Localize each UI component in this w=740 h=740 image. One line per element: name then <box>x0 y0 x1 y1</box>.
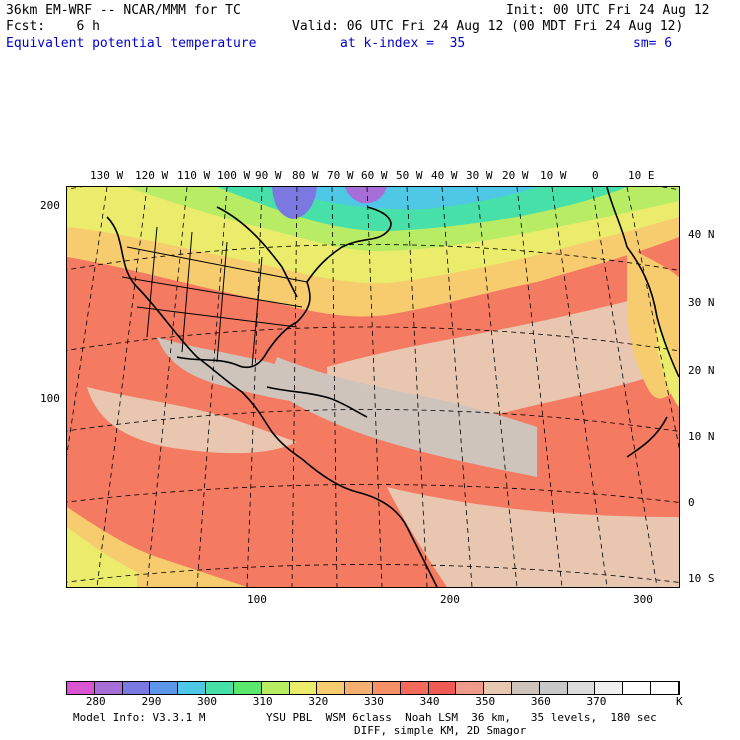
model-title: 36km EM-WRF -- NCAR/MMM for TC <box>6 3 241 18</box>
lat-label: 10 S <box>688 572 715 585</box>
colorbar-label: 360 <box>530 695 551 708</box>
colorbar-swatch <box>317 682 346 694</box>
coast-pacific-americas <box>106 216 303 460</box>
state-borders <box>121 226 308 368</box>
colorbar-swatch <box>233 682 262 694</box>
colorbar-label: 320 <box>308 695 329 708</box>
colorbar-swatch <box>67 682 95 694</box>
colorbar-label: 350 <box>475 695 496 708</box>
colorbar-swatch <box>595 682 624 694</box>
colorbar <box>66 681 680 695</box>
colorbar-label: 310 <box>252 695 273 708</box>
lon-label: 90 W <box>255 169 282 182</box>
colorbar-swatch <box>122 682 151 694</box>
colorbar-swatch <box>623 682 652 694</box>
coast-great-lakes <box>216 206 298 298</box>
colorbar-swatch <box>400 682 429 694</box>
model-info: Model Info: V3.3.1 M <box>73 711 206 724</box>
colorbar-swatch <box>539 682 568 694</box>
colorbar-swatch <box>456 682 485 694</box>
lon-label: 0 <box>592 169 599 182</box>
coast-europe-africa <box>626 246 679 378</box>
lat-label: 0 <box>688 496 695 509</box>
coast-uk <box>606 187 628 248</box>
valid-time: Valid: 06 UTC Fri 24 Aug 12 (00 MDT Fri … <box>292 19 684 34</box>
field-band-288 <box>345 187 387 204</box>
colorbar-swatch <box>94 682 123 694</box>
bottom-axis-label-300: 300 <box>633 593 653 606</box>
field-name: Equivalent potential temperature <box>6 36 257 51</box>
lon-label: 110 W <box>177 169 211 182</box>
bottom-axis-label-100: 100 <box>247 593 267 606</box>
lon-label: 100 W <box>217 169 251 182</box>
lon-label: 70 W <box>327 169 354 182</box>
graticule <box>67 187 679 587</box>
map-canvas <box>67 187 679 587</box>
field-gulf-mexico <box>157 337 337 404</box>
lon-label: 130 W <box>90 169 124 182</box>
colorbar-swatch <box>512 682 540 694</box>
field-sahara <box>657 317 679 407</box>
lon-label: 80 W <box>292 169 319 182</box>
colorbar-swatch <box>567 682 596 694</box>
colorbar-label: 290 <box>141 695 162 708</box>
lon-label: 120 W <box>135 169 169 182</box>
smoothing-label: sm= 6 <box>633 36 673 51</box>
colorbar-label: 370 <box>586 695 607 708</box>
field-pacific-band <box>87 387 297 454</box>
lon-label: 10 W <box>540 169 567 182</box>
field-southwest-cool <box>67 527 137 587</box>
lon-label: 20 W <box>502 169 529 182</box>
colorbar-label: 340 <box>419 695 440 708</box>
colorbar-swatch <box>651 682 679 694</box>
lat-label: 20 N <box>688 364 715 377</box>
coast-south-america <box>301 458 438 587</box>
colorbar-unit: K <box>676 695 683 708</box>
bottom-axis-label-200: 200 <box>440 593 460 606</box>
lon-label: 60 W <box>361 169 388 182</box>
colorbar-label: 300 <box>197 695 217 708</box>
coast-east-us <box>306 206 392 283</box>
lon-label: 40 W <box>431 169 458 182</box>
init-time: Init: 00 UTC Fri 24 Aug 12 <box>506 3 710 18</box>
colorbar-label: 280 <box>85 695 106 708</box>
lon-label: 50 W <box>396 169 423 182</box>
colorbar-swatch <box>428 682 457 694</box>
colorbar-swatch <box>289 682 318 694</box>
diffusion-info: DIFF, simple KM, 2D Smagor <box>354 724 527 737</box>
field-band-290 <box>272 187 317 219</box>
coastlines <box>106 187 679 587</box>
forecast-hour: Fcst: 6 h <box>6 19 100 34</box>
colorbar-swatch <box>345 682 373 694</box>
lat-label: 30 N <box>688 296 715 309</box>
field-band-300 <box>267 187 537 210</box>
level-label: at k-index = 35 <box>340 36 466 51</box>
colorbar-swatch <box>178 682 207 694</box>
lat-label: 40 N <box>688 228 715 241</box>
colorbar-swatch <box>261 682 290 694</box>
field-atlantic-band <box>327 287 679 424</box>
left-axis-label-200: 200 <box>40 199 60 212</box>
colorbar-swatch <box>150 682 179 694</box>
coast-cuba <box>266 386 368 418</box>
lon-label: 10 E <box>628 169 655 182</box>
field-south-atlantic <box>387 487 679 587</box>
coast-west-africa <box>626 416 668 458</box>
lon-label: 30 W <box>466 169 493 182</box>
colorbar-swatch <box>484 682 512 694</box>
left-axis-label-100: 100 <box>40 392 60 405</box>
physics-info: YSU PBL WSM 6class Noah LSM 36 km, 35 le… <box>266 711 657 724</box>
colorbar-swatch <box>372 682 401 694</box>
lat-label: 10 N <box>688 430 715 443</box>
colorbar-swatch <box>206 682 234 694</box>
theta-e-map <box>66 186 680 588</box>
colorbar-label: 330 <box>364 695 384 708</box>
coast-gulf <box>176 281 311 369</box>
